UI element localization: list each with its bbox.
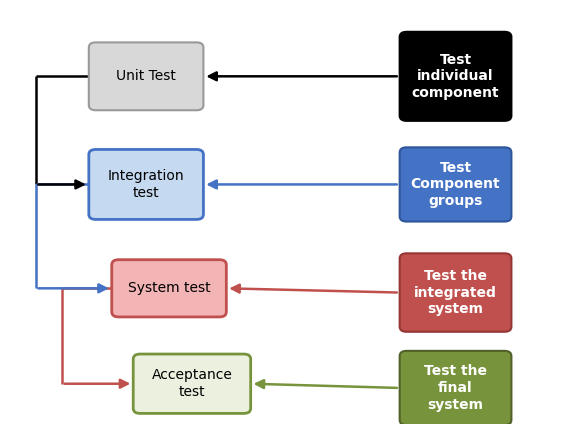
Text: Test the
integrated
system: Test the integrated system	[414, 269, 497, 316]
FancyBboxPatch shape	[400, 32, 512, 121]
Text: Integration
test: Integration test	[108, 169, 185, 200]
Text: System test: System test	[128, 281, 210, 296]
Text: Test
individual
component: Test individual component	[412, 53, 499, 100]
FancyBboxPatch shape	[400, 254, 512, 332]
FancyBboxPatch shape	[400, 148, 512, 222]
Text: Test
Component
groups: Test Component groups	[411, 161, 500, 208]
FancyBboxPatch shape	[89, 42, 203, 110]
FancyBboxPatch shape	[400, 351, 512, 424]
Text: Acceptance
test: Acceptance test	[151, 368, 233, 399]
FancyBboxPatch shape	[134, 354, 251, 413]
FancyBboxPatch shape	[89, 150, 203, 220]
Text: Unit Test: Unit Test	[116, 69, 176, 84]
FancyBboxPatch shape	[112, 259, 226, 317]
Text: Test the
final
system: Test the final system	[424, 364, 487, 412]
